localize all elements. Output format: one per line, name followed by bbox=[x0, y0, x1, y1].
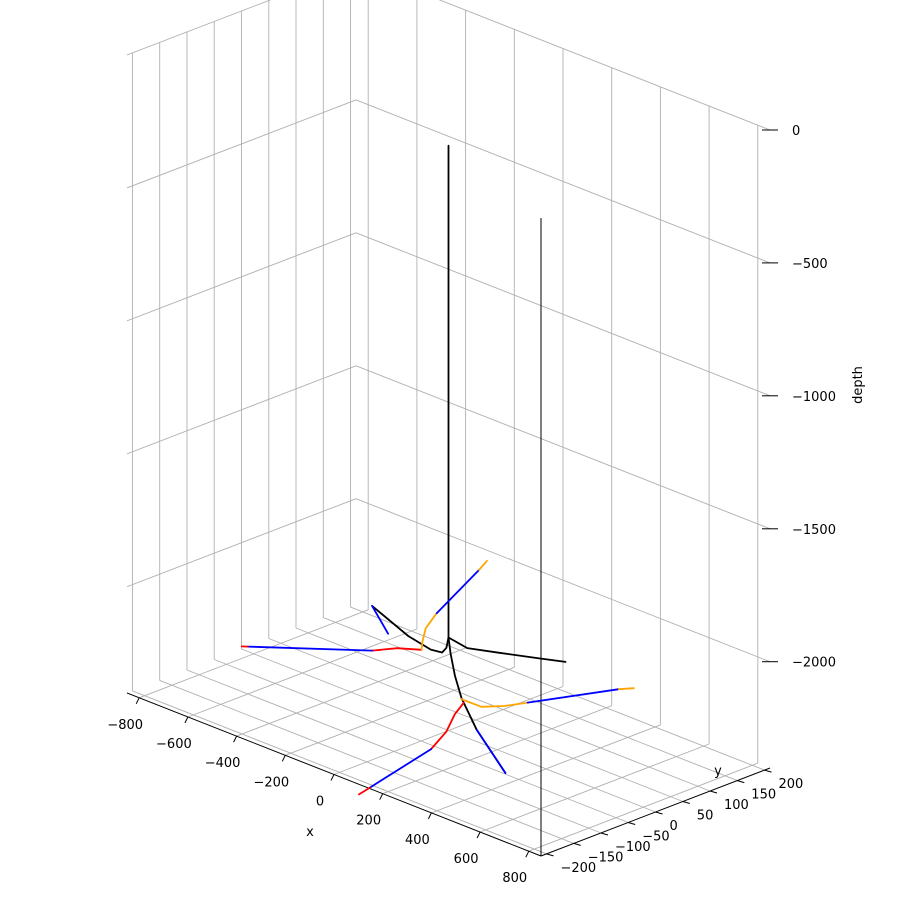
series-line bbox=[478, 559, 488, 571]
x-tick-mark bbox=[184, 716, 189, 724]
z-tick-label: 0 bbox=[792, 124, 800, 139]
z-tick-label: −1000 bbox=[792, 390, 836, 405]
grid-line bbox=[268, 638, 683, 802]
grid-line bbox=[355, 365, 771, 530]
grid-line bbox=[159, 679, 574, 844]
y-tick-mark bbox=[573, 842, 581, 846]
z-tick-label: −2000 bbox=[792, 656, 836, 671]
grid-line bbox=[295, 627, 711, 792]
series-layer bbox=[240, 144, 635, 796]
x-tick-mark bbox=[379, 793, 384, 800]
pane-grid bbox=[126, 0, 771, 855]
grid-line bbox=[241, 648, 656, 813]
y-tick-label: −200 bbox=[561, 861, 597, 876]
series-line bbox=[447, 636, 567, 663]
y-tick-mark bbox=[600, 832, 609, 836]
x-tick-mark bbox=[525, 850, 530, 858]
grid-line bbox=[355, 498, 771, 663]
grid-line bbox=[126, 498, 357, 588]
z-tick-label: −500 bbox=[792, 257, 828, 272]
y-tick-mark bbox=[709, 790, 718, 794]
series-line bbox=[358, 786, 371, 796]
x-tick-mark bbox=[476, 831, 481, 839]
series-line bbox=[435, 569, 481, 615]
y-tick-mark bbox=[737, 780, 745, 784]
series-line bbox=[460, 698, 529, 708]
grid-line bbox=[355, 232, 771, 397]
x-tick-label: 200 bbox=[356, 814, 381, 829]
x-tick-label: 800 bbox=[502, 871, 527, 886]
grid-line bbox=[186, 669, 602, 834]
series-line bbox=[368, 748, 433, 789]
x-tick-mark bbox=[281, 755, 286, 762]
grid-line bbox=[438, 0, 771, 131]
series-line bbox=[420, 612, 438, 651]
series-line bbox=[371, 647, 423, 652]
y-tick-label: 200 bbox=[779, 777, 804, 792]
axes: −800−600−400−2000200400600800−200−150−10… bbox=[107, 124, 836, 886]
series-line bbox=[447, 144, 507, 774]
x-tick-label: 600 bbox=[454, 852, 479, 867]
x-tick-mark bbox=[233, 735, 238, 743]
grid-line bbox=[350, 606, 765, 771]
series-line bbox=[246, 645, 374, 652]
z-tick-label: −1500 bbox=[792, 523, 836, 538]
x-tick-label: −200 bbox=[253, 775, 289, 790]
grid-line bbox=[126, 99, 357, 189]
y-tick-mark bbox=[628, 822, 636, 825]
y-tick-label: −100 bbox=[615, 840, 651, 855]
grid-line bbox=[126, 0, 272, 56]
grid-line bbox=[214, 659, 629, 823]
z-axis-label: depth bbox=[851, 366, 866, 404]
y-tick-label: 50 bbox=[697, 809, 714, 824]
x-axis-label: x bbox=[306, 825, 314, 840]
y-tick-label: 100 bbox=[724, 798, 749, 813]
y-tick-label: −50 bbox=[642, 830, 669, 845]
x-tick-mark bbox=[427, 812, 432, 820]
axis-labels: x y depth bbox=[306, 366, 866, 840]
y-tick-mark bbox=[764, 769, 772, 773]
y-axis-label: y bbox=[714, 764, 722, 779]
grid-line bbox=[126, 365, 357, 455]
grid-line bbox=[126, 232, 357, 322]
x-tick-label: −400 bbox=[205, 756, 241, 771]
x-tick-label: 0 bbox=[316, 795, 324, 810]
x-tick-mark bbox=[135, 697, 140, 705]
x-tick-label: −600 bbox=[156, 737, 192, 752]
grid-line bbox=[132, 690, 547, 855]
series-line bbox=[371, 605, 390, 635]
series-line bbox=[526, 688, 620, 704]
grid-line bbox=[355, 99, 771, 264]
y-tick-mark bbox=[546, 853, 554, 857]
y-tick-label: 0 bbox=[670, 819, 678, 834]
series-line bbox=[617, 687, 635, 691]
series-line bbox=[430, 701, 465, 750]
series-line bbox=[371, 605, 450, 654]
x-tick-mark bbox=[330, 774, 335, 781]
x-tick-label: −800 bbox=[107, 718, 143, 733]
y-tick-mark bbox=[682, 801, 690, 804]
y-tick-label: 150 bbox=[751, 788, 776, 803]
y-tick-mark bbox=[655, 811, 663, 815]
grid-line bbox=[323, 617, 738, 782]
x-tick-label: 400 bbox=[405, 833, 430, 848]
y-tick-label: −150 bbox=[588, 850, 624, 865]
series-line bbox=[475, 728, 507, 774]
